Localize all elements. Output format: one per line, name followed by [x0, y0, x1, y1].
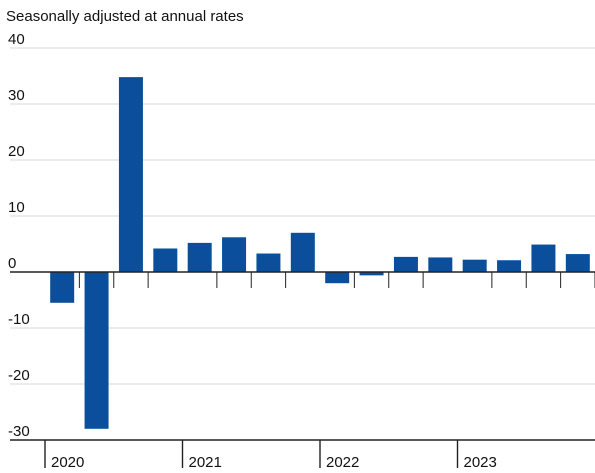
bar — [290, 232, 315, 272]
y-tick-label: -30 — [8, 423, 30, 440]
x-axis: 2020 2021 2022 2023 — [10, 271, 595, 471]
bar — [325, 272, 350, 284]
y-tick-label: 10 — [8, 199, 25, 216]
bar — [153, 248, 178, 272]
bar — [393, 256, 418, 272]
y-axis-tick-labels: 40 30 20 10 0 -10 -20 -30 — [8, 31, 30, 440]
bar — [118, 77, 143, 273]
bar — [256, 253, 281, 272]
bar — [359, 272, 384, 276]
bar — [50, 272, 75, 303]
y-tick-label: -20 — [8, 367, 30, 384]
bar — [565, 254, 590, 272]
y-tick-label: 20 — [8, 143, 25, 160]
bar — [187, 242, 212, 272]
y-tick-label: -10 — [8, 311, 30, 328]
x-year-label: 2023 — [464, 454, 497, 471]
chart-subtitle: Seasonally adjusted at annual rates — [6, 8, 244, 25]
y-tick-label: 0 — [8, 255, 16, 272]
y-tick-label: 40 — [8, 31, 25, 48]
y-tick-label: 30 — [8, 87, 25, 104]
bar — [462, 259, 487, 272]
x-year-label: 2021 — [189, 454, 222, 471]
bar — [222, 237, 247, 272]
bars — [50, 77, 590, 429]
bar — [84, 272, 109, 429]
bar — [428, 257, 453, 272]
bar — [497, 260, 522, 272]
bar — [531, 244, 556, 272]
x-year-label: 2022 — [326, 454, 359, 471]
x-year-label: 2020 — [51, 454, 84, 471]
